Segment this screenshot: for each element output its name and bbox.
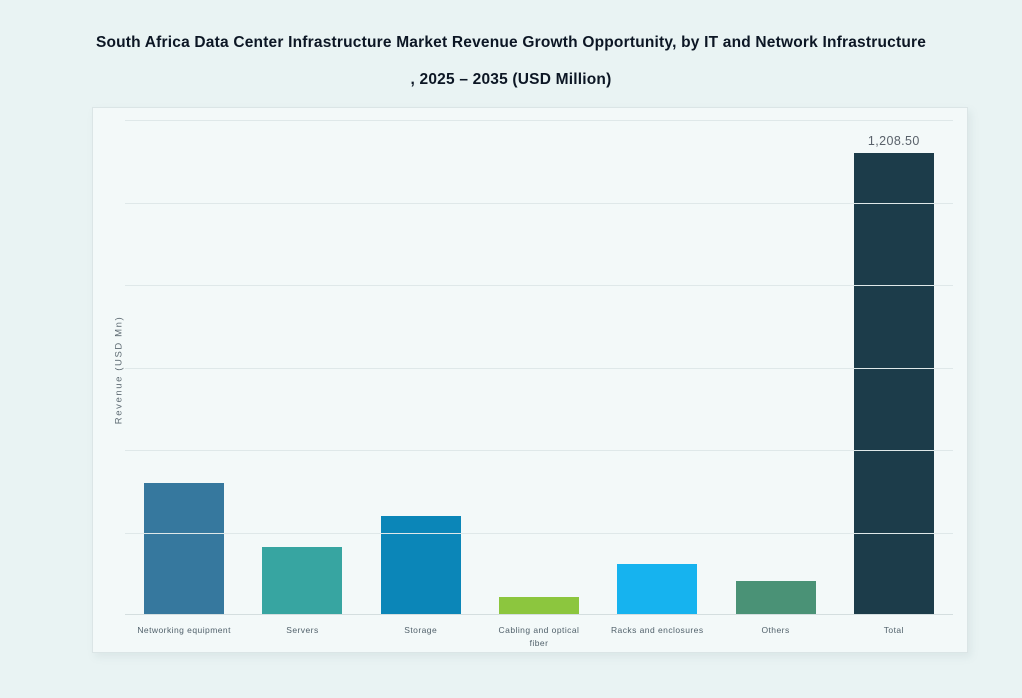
chart-panel (92, 107, 968, 653)
bar-column (480, 120, 598, 614)
gridline (125, 532, 953, 534)
x-axis-line (125, 614, 953, 615)
bar (262, 546, 343, 614)
bar (853, 153, 934, 614)
bar (617, 564, 698, 614)
bar-column: 1,208.50 (835, 120, 953, 614)
plot-area: 1,208.50 (125, 120, 953, 615)
chart-title-line1: South Africa Data Center Infrastructure … (95, 34, 927, 51)
bar (144, 482, 225, 614)
bar-column (598, 120, 716, 614)
x-axis-tick-label: Networking equipment (137, 625, 231, 635)
gridline (125, 202, 953, 204)
bar-column (125, 120, 243, 614)
bar (380, 516, 461, 614)
bar-column (716, 120, 834, 614)
x-axis-labels: Networking equipment Servers Storage Cablin… (125, 624, 953, 650)
x-axis-tick-label: Racks and enclosures (610, 625, 704, 635)
bar-column (243, 120, 361, 614)
x-axis-tick-label: Cabling and optical fiber (498, 625, 580, 649)
gridline (125, 367, 953, 369)
x-axis-tick-label: Storage (404, 625, 438, 635)
x-axis-tick-label: Total (883, 625, 904, 635)
chart-title-line2: , 2025 – 2035 (USD Million) (410, 71, 612, 88)
chart-title: South Africa Data Center Infrastructure … (0, 33, 1022, 90)
bar (498, 597, 579, 614)
x-axis-tick-label: Others (761, 625, 790, 635)
bar-data-label: 1,208.50 (867, 134, 920, 148)
gridline (125, 285, 953, 286)
x-axis-tick-label: Servers (286, 625, 319, 635)
gridline (125, 120, 953, 121)
y-axis-label: Revenue (USD Mn) (113, 315, 125, 425)
gridline (125, 450, 953, 451)
bar (735, 581, 816, 614)
